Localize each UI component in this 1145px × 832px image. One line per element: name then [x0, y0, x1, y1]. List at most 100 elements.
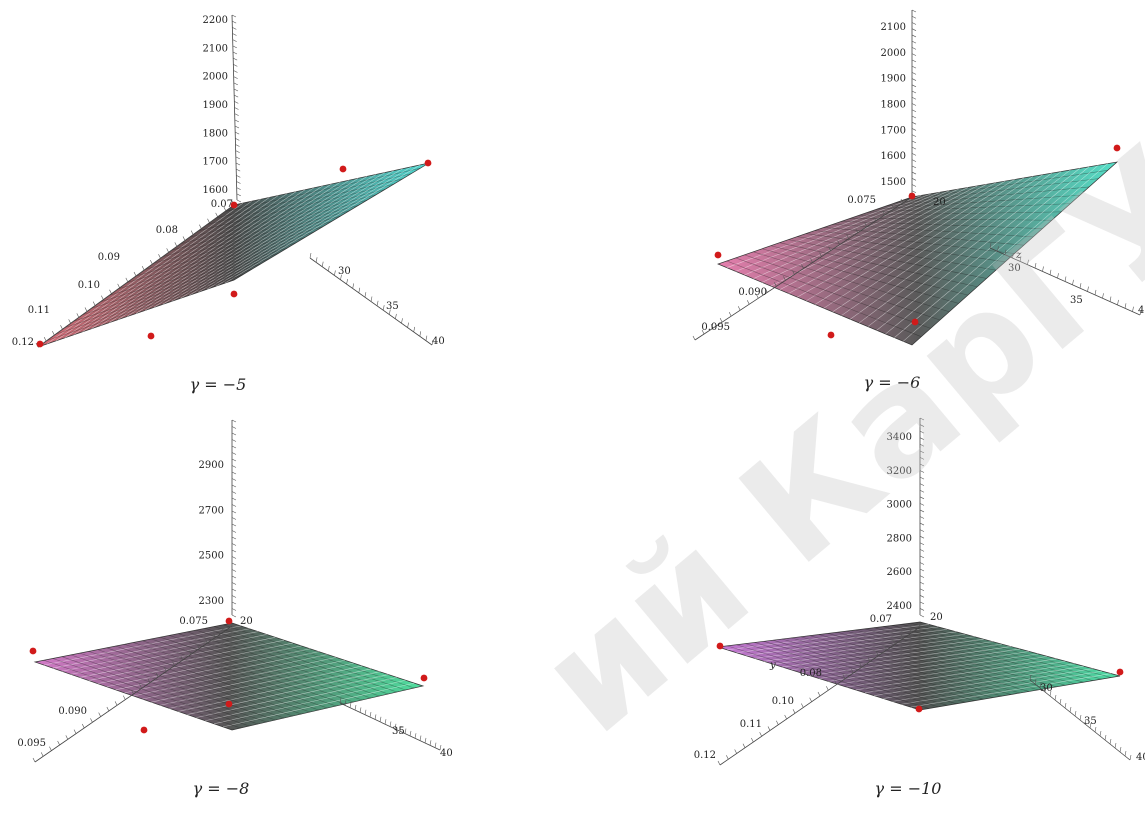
- mesh-line-v: [753, 251, 950, 312]
- z-axis-minor-tick: [919, 581, 925, 585]
- x-axis-minor-tick: [1114, 742, 1117, 749]
- x-axis-minor-tick: [1124, 750, 1127, 757]
- z-tick-label: 2100: [203, 43, 228, 54]
- z-axis-minor-tick: [231, 517, 237, 520]
- z-axis-minor-tick: [911, 22, 917, 25]
- y-axis-minor-tick: [199, 224, 202, 229]
- mesh-line-v: [124, 644, 319, 711]
- z-axis-minor-tick: [919, 568, 925, 572]
- mesh-line-v: [61, 656, 259, 725]
- z-axis-minor-tick: [233, 82, 238, 86]
- y-axis-minor-tick: [892, 640, 896, 645]
- data-marker: [230, 290, 238, 298]
- mesh-line-u: [115, 648, 311, 691]
- x-axis-minor-tick: [309, 252, 312, 259]
- axis-name-label: z: [1015, 250, 1022, 261]
- z-tick-label: 3200: [887, 466, 912, 477]
- mesh-line-v: [797, 236, 996, 271]
- z-axis-minor-tick: [911, 90, 917, 94]
- y-axis-minor-tick: [223, 206, 227, 212]
- mesh-line-u: [214, 680, 406, 725]
- mesh-line-u: [153, 179, 350, 308]
- y-axis-minor-tick: [81, 723, 85, 729]
- x-axis-minor-tick: [1019, 256, 1022, 262]
- mesh-line-u: [88, 639, 285, 681]
- mesh-line-u: [46, 202, 244, 345]
- z-axis-minor-tick: [919, 470, 925, 473]
- z-axis-minor-tick: [911, 78, 917, 81]
- mesh-line-u: [823, 177, 1024, 309]
- x-axis-minor-tick: [1064, 276, 1067, 282]
- x-axis-minor-tick: [407, 322, 409, 328]
- mesh-line-u: [109, 189, 306, 323]
- y-axis-minor-tick: [734, 749, 737, 754]
- panel-caption: γ = −8: [193, 779, 250, 798]
- z-axis-minor-tick: [236, 187, 241, 190]
- z-axis-minor-tick: [231, 432, 237, 436]
- mesh-line-v: [818, 634, 1021, 694]
- y-axis-minor-tick: [809, 697, 812, 702]
- x-axis-minor-tick: [1049, 269, 1052, 275]
- z-axis-minor-tick: [911, 115, 917, 119]
- mesh-line-v: [91, 247, 288, 309]
- y-axis-minor-tick: [117, 283, 120, 288]
- x-axis-minor-tick: [369, 712, 372, 718]
- x-axis-minor-tick: [1129, 754, 1132, 761]
- z-tick-label: 1600: [203, 185, 228, 196]
- y-axis-minor-tick: [765, 288, 768, 293]
- x-axis-minor-tick: [997, 246, 999, 252]
- x-axis-minor-tick: [439, 744, 442, 751]
- mesh-line-v: [800, 636, 1002, 697]
- y-axis-minor-tick: [810, 258, 813, 263]
- z-tick-label: 1800: [203, 128, 228, 139]
- mesh-line-u: [806, 180, 1006, 302]
- z-axis-minor-tick: [919, 437, 925, 440]
- mesh-line-u: [809, 646, 1011, 676]
- z-axis-minor-tick: [911, 28, 917, 31]
- x-axis-minor-tick: [379, 716, 382, 722]
- mesh-line-u: [196, 674, 389, 718]
- mesh-line-v: [43, 659, 241, 729]
- x-axis-minor-tick: [1054, 694, 1057, 701]
- y-axis-minor-tick: [205, 638, 208, 644]
- z-tick-label: 2700: [199, 505, 224, 516]
- x-axis-minor-tick: [339, 697, 342, 704]
- z-axis-minor-tick: [911, 165, 917, 169]
- data-marker: [915, 705, 923, 713]
- y-axis-minor-tick: [65, 735, 69, 740]
- z-axis-minor-tick: [231, 575, 237, 579]
- y-axis-minor-tick: [68, 319, 71, 324]
- y-axis-minor-tick: [213, 633, 216, 638]
- y-axis-minor-tick: [751, 737, 754, 743]
- z-axis-minor-tick: [236, 193, 241, 197]
- mesh-line-u: [43, 625, 241, 666]
- mesh-line-v: [46, 274, 243, 341]
- z-tick-label: 2200: [203, 15, 228, 26]
- y-tick-label: 0.08: [800, 668, 822, 679]
- data-marker: [827, 331, 835, 339]
- y-axis-minor-tick: [147, 678, 151, 683]
- x-tick-label: 35: [1084, 716, 1097, 727]
- data-marker: [911, 318, 919, 326]
- z-axis-minor-tick: [232, 51, 238, 55]
- y-axis-minor-tick: [141, 265, 145, 271]
- mesh-line-u: [858, 171, 1062, 324]
- mesh-line-u: [171, 176, 368, 302]
- x-axis-minor-tick: [349, 702, 352, 708]
- z-axis-minor-tick: [236, 175, 241, 178]
- y-axis-minor-tick: [701, 329, 705, 335]
- z-axis-minor-tick: [231, 497, 237, 501]
- y-axis-minor-tick: [125, 277, 129, 283]
- z-axis-minor-tick: [911, 47, 917, 50]
- y-tick-label: 0.095: [17, 738, 46, 749]
- z-axis-minor-tick: [235, 131, 240, 135]
- z-axis-minor-tick: [233, 57, 238, 61]
- mesh-line-u: [736, 626, 939, 654]
- z-axis-minor-tick: [231, 471, 237, 475]
- y-axis-minor-tick: [76, 313, 80, 318]
- x-axis-minor-tick: [1104, 734, 1107, 741]
- z-axis-minor-tick: [231, 504, 237, 507]
- data-marker: [424, 159, 432, 167]
- y-axis-minor-tick: [867, 657, 871, 662]
- z-axis-minor-tick: [231, 595, 237, 598]
